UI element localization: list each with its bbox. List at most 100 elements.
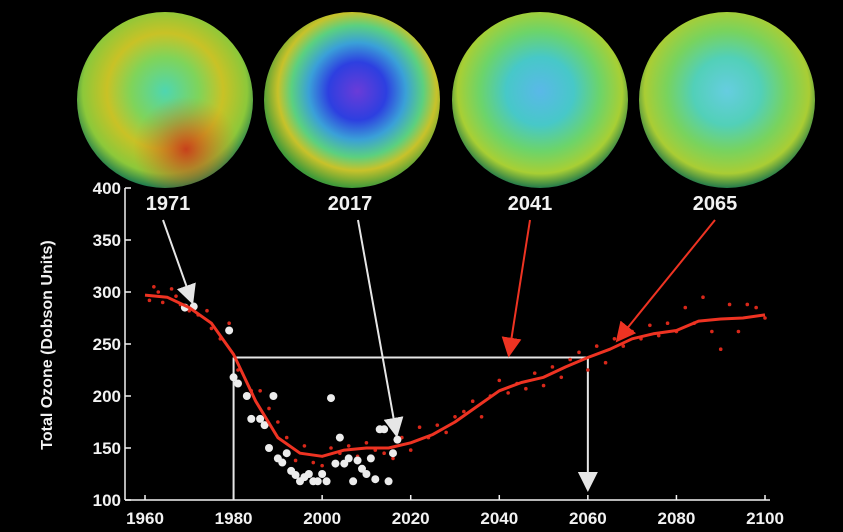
data-point xyxy=(260,421,269,430)
data-point xyxy=(282,449,291,458)
data-point xyxy=(736,329,741,334)
x-tick-label: 2020 xyxy=(392,509,430,528)
globe-year-label: 2017 xyxy=(328,193,373,215)
data-point xyxy=(269,392,278,400)
y-tick-label: 400 xyxy=(93,179,121,198)
globe xyxy=(264,12,440,188)
globe-year-label: 1971 xyxy=(146,193,191,215)
data-point xyxy=(331,459,340,468)
data-point xyxy=(754,305,758,310)
data-point xyxy=(258,389,262,393)
data-point xyxy=(665,321,670,326)
data-point xyxy=(358,464,366,473)
data-point xyxy=(346,444,351,448)
data-point xyxy=(340,459,349,468)
data-point xyxy=(322,477,331,486)
data-point xyxy=(291,471,300,480)
data-point xyxy=(380,425,389,434)
data-point xyxy=(335,433,344,442)
annotation-arrow xyxy=(357,219,404,438)
data-point xyxy=(462,409,466,414)
data-point xyxy=(612,337,617,341)
y-tick-label: 250 xyxy=(93,335,121,354)
data-point xyxy=(302,444,307,448)
data-point xyxy=(479,415,484,419)
data-point xyxy=(382,451,386,456)
data-point xyxy=(745,302,750,307)
data-point xyxy=(205,308,209,313)
globe-year-label: 2041 xyxy=(508,193,553,215)
x-tick-label: 2040 xyxy=(480,509,518,528)
data-point xyxy=(594,344,599,348)
data-point xyxy=(727,302,732,307)
data-point xyxy=(532,371,537,375)
data-point xyxy=(242,392,251,400)
data-point xyxy=(497,378,502,383)
data-point xyxy=(160,300,165,305)
data-point xyxy=(384,477,393,486)
data-point xyxy=(559,375,564,380)
data-point xyxy=(229,373,238,382)
y-tick-label: 300 xyxy=(93,283,121,302)
data-point xyxy=(630,329,634,334)
data-point xyxy=(506,391,510,395)
y-axis-label: Total Ozone (Dobson Units) xyxy=(39,240,56,449)
data-point xyxy=(718,347,723,352)
data-point xyxy=(389,449,397,458)
data-point xyxy=(318,470,327,478)
data-point xyxy=(621,344,626,348)
data-point xyxy=(349,477,358,486)
x-tick-label: 1960 xyxy=(126,509,164,528)
data-point xyxy=(393,435,402,444)
data-point xyxy=(568,357,572,362)
data-point xyxy=(293,458,298,463)
annotation-arrow xyxy=(615,219,716,343)
globe-overlay xyxy=(77,12,253,188)
data-point xyxy=(256,414,265,423)
data-point xyxy=(364,441,369,445)
data-point xyxy=(586,368,590,372)
data-point xyxy=(391,456,395,461)
data-point xyxy=(408,448,413,452)
data-point xyxy=(435,423,440,427)
data-point xyxy=(276,420,280,424)
data-point xyxy=(174,294,178,298)
data-point xyxy=(683,305,688,310)
data-point xyxy=(470,399,475,404)
data-point xyxy=(311,460,316,465)
data-point xyxy=(327,394,335,403)
y-tick-label: 100 xyxy=(93,491,121,510)
data-point xyxy=(710,329,714,334)
data-point xyxy=(353,456,362,465)
data-point xyxy=(313,477,322,486)
data-point xyxy=(304,470,313,478)
x-tick-label: 2100 xyxy=(746,509,784,528)
data-point xyxy=(453,415,457,419)
data-point xyxy=(763,316,767,320)
data-point xyxy=(247,414,256,423)
data-point xyxy=(169,287,174,291)
x-tick-label: 2000 xyxy=(303,509,341,528)
globes xyxy=(77,12,815,188)
data-point xyxy=(344,454,353,463)
data-point xyxy=(648,323,652,328)
data-point xyxy=(234,379,242,388)
data-point xyxy=(265,444,273,452)
data-point xyxy=(329,446,333,450)
data-point xyxy=(267,406,271,411)
data-point xyxy=(577,350,581,355)
trend-line xyxy=(144,293,766,458)
y-tick-label: 150 xyxy=(93,439,121,458)
data-point xyxy=(278,458,287,467)
data-point xyxy=(209,326,214,331)
data-point xyxy=(656,333,661,338)
data-point xyxy=(225,326,234,335)
data-point xyxy=(444,430,448,435)
data-point xyxy=(371,475,380,484)
data-point xyxy=(320,463,324,468)
data-point xyxy=(147,298,152,303)
data-point xyxy=(152,285,156,289)
data-point xyxy=(550,365,555,369)
